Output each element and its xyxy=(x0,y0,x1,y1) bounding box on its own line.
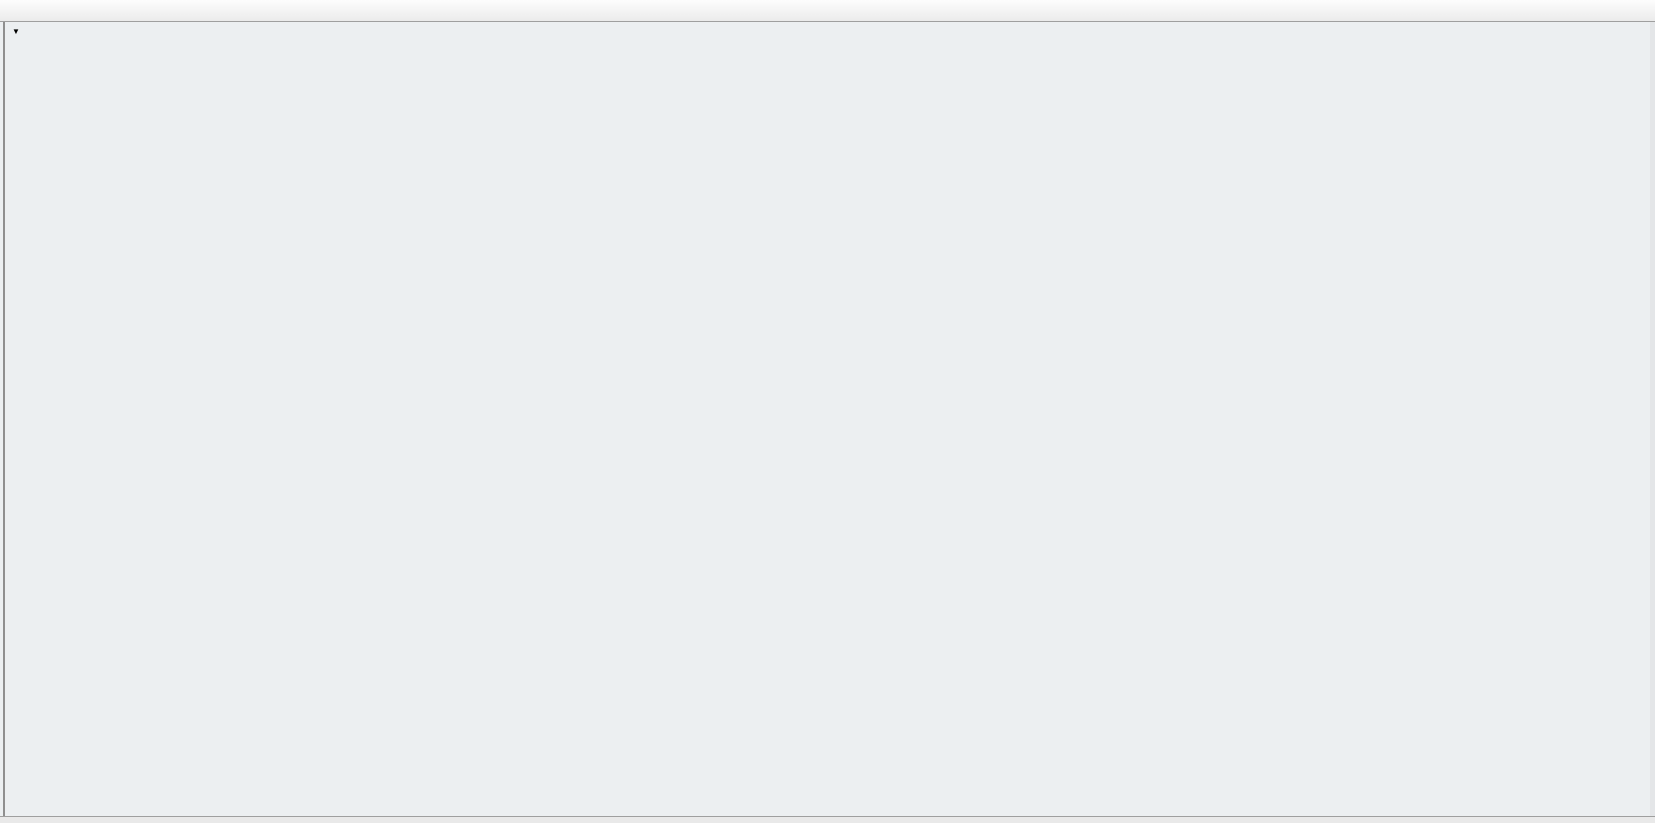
window-border-right xyxy=(1650,22,1655,817)
window-bottom-edge xyxy=(0,816,1655,823)
macd-indicator-label xyxy=(12,630,15,642)
chart-title: ▼ xyxy=(12,26,31,38)
chart-expand-icon[interactable]: ▼ xyxy=(12,27,20,36)
toolbar xyxy=(0,0,1655,22)
rsi-indicator-label xyxy=(12,719,15,731)
window-border-left xyxy=(3,22,5,817)
